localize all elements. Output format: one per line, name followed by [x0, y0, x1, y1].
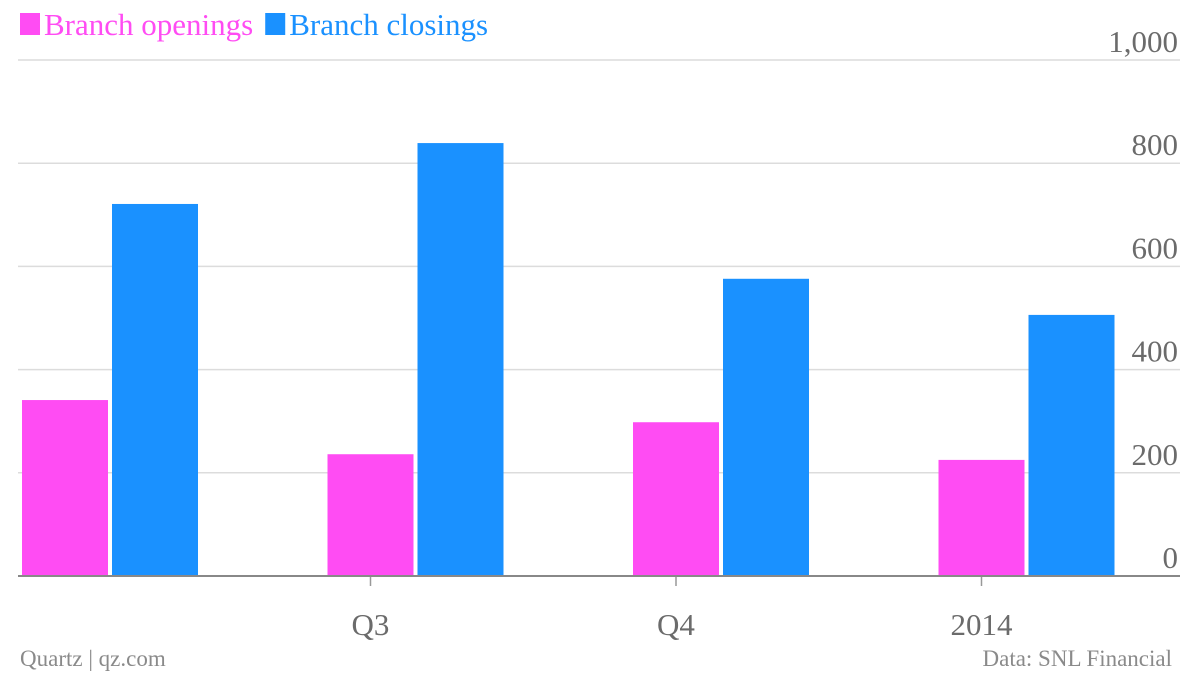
bar	[1028, 314, 1115, 576]
y-tick-label: 1,000	[1108, 24, 1178, 59]
bar	[327, 454, 414, 576]
bar	[723, 278, 809, 576]
credit: Quartz | qz.com	[20, 646, 166, 671]
legend-label: Branch closings	[289, 7, 488, 42]
bar	[938, 459, 1025, 576]
bar	[22, 400, 108, 576]
source: Data: SNL Financial	[983, 646, 1173, 671]
y-tick-label: 400	[1132, 334, 1179, 369]
x-tick-label: Q4	[657, 607, 695, 642]
y-tick-label: 600	[1132, 230, 1179, 265]
y-tick-label: 800	[1132, 127, 1179, 162]
bar	[633, 422, 719, 576]
y-tick-label: 200	[1132, 437, 1179, 472]
x-tick-label: Q3	[352, 607, 390, 642]
y-tick-label: 0	[1163, 540, 1179, 575]
legend-swatch	[20, 13, 40, 35]
bar	[112, 203, 198, 577]
bar	[417, 143, 504, 577]
legend-swatch	[265, 13, 286, 35]
x-tick-label: 2014	[951, 607, 1014, 642]
legend-label: Branch openings	[44, 7, 253, 42]
